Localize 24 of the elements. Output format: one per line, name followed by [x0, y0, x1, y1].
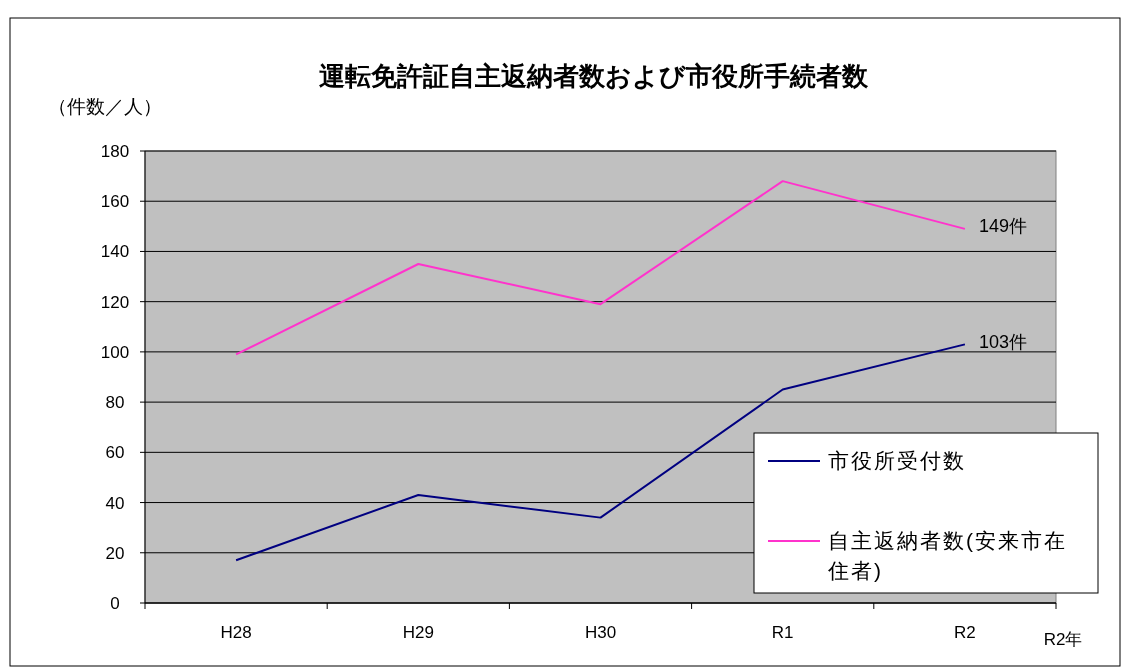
x-axis-title: R2年 [1043, 630, 1083, 649]
y-tick-label: 180 [100, 141, 130, 161]
x-tick-label: R2 [954, 623, 976, 642]
annotation: 149件 [978, 216, 1027, 237]
x-tick-label: H30 [584, 623, 617, 642]
y-tick-label: 80 [105, 393, 125, 413]
x-tick-label: H29 [402, 623, 434, 642]
x-tick-label: R1 [771, 623, 794, 642]
y-tick-label: 100 [100, 342, 130, 362]
line-series [235, 343, 966, 562]
y-tick-label: 40 [105, 493, 125, 513]
y-tick-label: 20 [105, 543, 125, 563]
y-tick-label: 0 [110, 593, 120, 613]
y-tick-label: 60 [105, 443, 125, 463]
chart-title: 運転免許証自主返納者数および市役所手続者数 [318, 61, 869, 91]
y-tick-label: 140 [100, 242, 130, 262]
y-axis-title: （件数／人） [48, 96, 162, 117]
y-tick-label: 120 [100, 292, 130, 312]
annotation: 103件 [978, 331, 1027, 352]
x-tick-label: H28 [220, 623, 252, 642]
y-tick-label: 160 [100, 192, 130, 212]
legend-label: 自主返納者数(安来市在住者) [827, 529, 1067, 582]
line-series [235, 180, 966, 356]
legend-label: 市役所受付数 [828, 449, 966, 473]
